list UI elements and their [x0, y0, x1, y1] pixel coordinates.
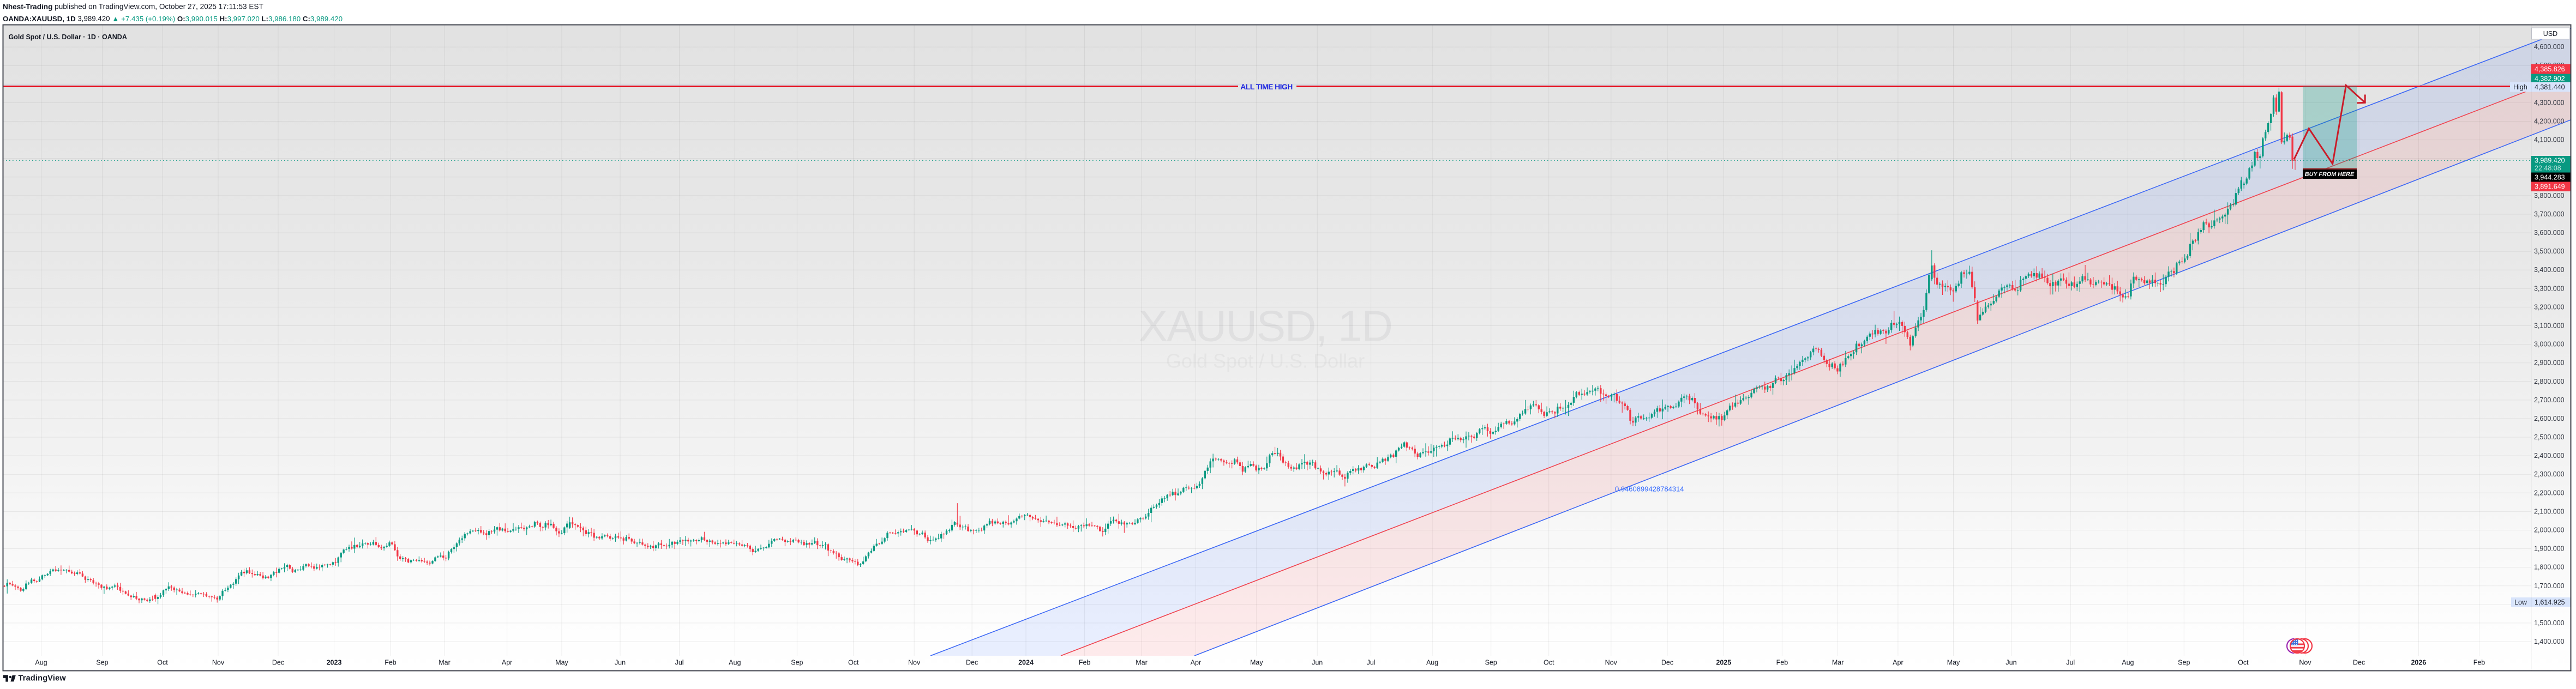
svg-text:1,400.000: 1,400.000 — [2534, 638, 2565, 645]
svg-text:Oct: Oct — [848, 659, 859, 667]
svg-text:2,800.000: 2,800.000 — [2534, 378, 2565, 385]
svg-text:May: May — [555, 659, 568, 667]
svg-text:May: May — [1947, 659, 1960, 667]
svg-text:4,300.000: 4,300.000 — [2534, 99, 2565, 106]
svg-text:Jun: Jun — [615, 659, 626, 667]
svg-text:Nhest-Trading published on Tra: Nhest-Trading published on TradingView.c… — [3, 2, 263, 10]
svg-text:2,300.000: 2,300.000 — [2534, 470, 2565, 478]
svg-text:Gold Spot / U.S. Dollar: Gold Spot / U.S. Dollar — [1166, 350, 1365, 372]
svg-text:0.9460899428784314: 0.9460899428784314 — [1615, 485, 1684, 493]
svg-text:Mar: Mar — [1832, 659, 1844, 667]
svg-text:ALL TIME HIGH: ALL TIME HIGH — [1240, 82, 1293, 91]
svg-text:3,400.000: 3,400.000 — [2534, 266, 2565, 274]
svg-text:Sep: Sep — [791, 659, 803, 667]
svg-text:Feb: Feb — [1776, 659, 1788, 667]
svg-text:1,700.000: 1,700.000 — [2534, 582, 2565, 590]
svg-text:3,200.000: 3,200.000 — [2534, 303, 2565, 311]
svg-text:Dec: Dec — [2353, 659, 2365, 667]
svg-text:2026: 2026 — [2411, 659, 2426, 667]
svg-text:Jun: Jun — [2005, 659, 2016, 667]
svg-text:4,600.000: 4,600.000 — [2534, 43, 2565, 51]
svg-text:XAUUSD, 1D: XAUUSD, 1D — [1138, 302, 1392, 350]
svg-text:Aug: Aug — [2122, 659, 2134, 667]
svg-text:2025: 2025 — [1716, 659, 1731, 667]
svg-text:3,891.649: 3,891.649 — [2535, 183, 2565, 190]
svg-text:2,200.000: 2,200.000 — [2534, 489, 2565, 497]
svg-text:3,600.000: 3,600.000 — [2534, 229, 2565, 237]
svg-text:2,400.000: 2,400.000 — [2534, 452, 2565, 460]
svg-text:4,200.000: 4,200.000 — [2534, 118, 2565, 125]
svg-text:Jul: Jul — [675, 659, 684, 667]
svg-text:Jun: Jun — [1312, 659, 1323, 667]
svg-text:3,000.000: 3,000.000 — [2534, 341, 2565, 348]
svg-text:3,500.000: 3,500.000 — [2534, 247, 2565, 255]
svg-text:3,989.420: 3,989.420 — [2535, 157, 2565, 165]
svg-text:2,700.000: 2,700.000 — [2534, 396, 2565, 404]
svg-text:Feb: Feb — [2473, 659, 2485, 667]
svg-text:Gold Spot / U.S. Dollar · 1D ·: Gold Spot / U.S. Dollar · 1D · OANDA — [9, 33, 127, 41]
svg-text:Oct: Oct — [2238, 659, 2249, 667]
svg-text:3,944.283: 3,944.283 — [2535, 173, 2565, 181]
svg-text:1,500.000: 1,500.000 — [2534, 619, 2565, 627]
svg-text:2024: 2024 — [1018, 659, 1034, 667]
svg-text:Oct: Oct — [157, 659, 168, 667]
svg-text:4,100.000: 4,100.000 — [2534, 136, 2565, 144]
svg-text:2,500.000: 2,500.000 — [2534, 433, 2565, 441]
svg-text:BUY FROM HERE: BUY FROM HERE — [2305, 171, 2355, 178]
svg-text:3,800.000: 3,800.000 — [2534, 192, 2565, 200]
svg-text:Dec: Dec — [966, 659, 978, 667]
svg-text:Nov: Nov — [212, 659, 225, 667]
svg-text:Mar: Mar — [1136, 659, 1148, 667]
svg-text:22:48:08: 22:48:08 — [2535, 165, 2561, 172]
svg-text:Dec: Dec — [1661, 659, 1673, 667]
svg-text:1,614.925: 1,614.925 — [2535, 599, 2565, 606]
svg-text:4,382.902: 4,382.902 — [2535, 75, 2565, 83]
svg-text:Apr: Apr — [1191, 659, 1201, 667]
svg-text:Aug: Aug — [35, 659, 47, 667]
svg-text:2,900.000: 2,900.000 — [2534, 359, 2565, 367]
svg-text:3,100.000: 3,100.000 — [2534, 322, 2565, 330]
svg-text:Jul: Jul — [1367, 659, 1376, 667]
svg-text:Apr: Apr — [1893, 659, 1903, 667]
svg-text:Nov: Nov — [1605, 659, 1618, 667]
svg-text:Oct: Oct — [1544, 659, 1554, 667]
svg-text:Jul: Jul — [2066, 659, 2075, 667]
svg-text:1,800.000: 1,800.000 — [2534, 564, 2565, 571]
svg-text:USD: USD — [2543, 30, 2557, 38]
svg-text:Aug: Aug — [729, 659, 741, 667]
svg-text:2,000.000: 2,000.000 — [2534, 527, 2565, 534]
svg-text:TradingView: TradingView — [19, 674, 67, 683]
svg-text:OANDA:XAUUSD, 1D 3,989.420 ▲: OANDA:XAUUSD, 1D 3,989.420 ▲ +7.435 (+0.… — [3, 14, 343, 22]
svg-text:2023: 2023 — [327, 659, 342, 667]
svg-text:Nov: Nov — [908, 659, 921, 667]
svg-text:Apr: Apr — [502, 659, 512, 667]
svg-text:High: High — [2513, 83, 2527, 91]
svg-text:3,300.000: 3,300.000 — [2534, 285, 2565, 292]
svg-text:Feb: Feb — [1079, 659, 1091, 667]
svg-text:2,100.000: 2,100.000 — [2534, 507, 2565, 515]
svg-text:1,900.000: 1,900.000 — [2534, 545, 2565, 553]
svg-text:Low: Low — [2514, 599, 2527, 606]
svg-text:Sep: Sep — [2178, 659, 2190, 667]
svg-text:4,381.440: 4,381.440 — [2535, 83, 2565, 91]
svg-text:Sep: Sep — [96, 659, 108, 667]
svg-text:Sep: Sep — [1485, 659, 1497, 667]
svg-text:Aug: Aug — [1426, 659, 1438, 667]
svg-text:3,700.000: 3,700.000 — [2534, 210, 2565, 218]
svg-text:May: May — [1250, 659, 1263, 667]
svg-text:4,385.826: 4,385.826 — [2535, 65, 2565, 73]
svg-text:2,600.000: 2,600.000 — [2534, 415, 2565, 422]
svg-text:Dec: Dec — [272, 659, 284, 667]
svg-text:Nov: Nov — [2299, 659, 2311, 667]
svg-text:Feb: Feb — [385, 659, 397, 667]
svg-text:Mar: Mar — [439, 659, 451, 667]
